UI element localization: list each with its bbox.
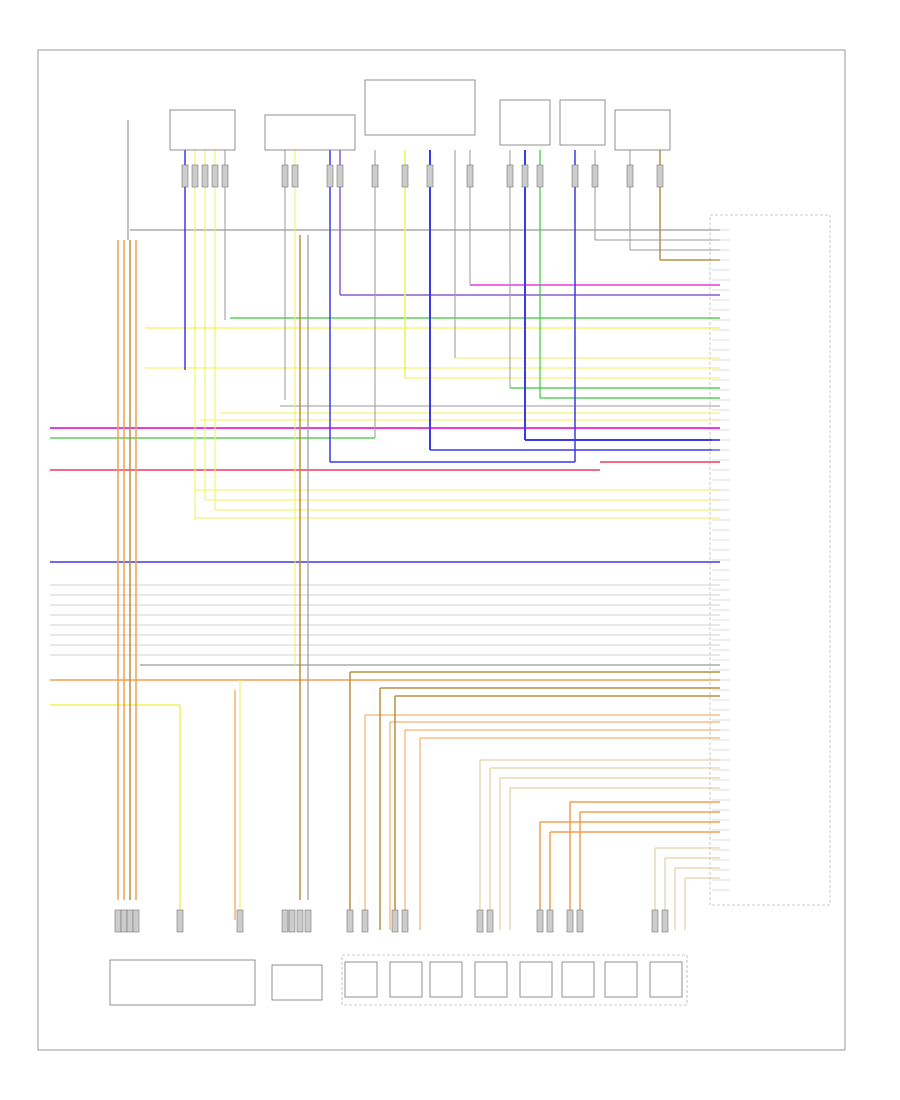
connector-pin: [591, 164, 599, 188]
connector-pin: [281, 909, 289, 933]
frame: [37, 49, 846, 1051]
connector-pin: [466, 164, 474, 188]
component: [169, 109, 236, 151]
component: [364, 79, 476, 136]
connector-pin: [201, 164, 209, 188]
injector: [474, 961, 508, 998]
connector-pin: [281, 164, 289, 188]
connector-pin: [336, 164, 344, 188]
component: [264, 114, 356, 151]
component: [499, 99, 551, 146]
connector-pin: [566, 909, 574, 933]
connector-pin: [176, 909, 184, 933]
component: [559, 99, 606, 146]
connector-pin: [326, 164, 334, 188]
component: [109, 959, 256, 1006]
connector-pin: [521, 164, 529, 188]
connector-pin: [656, 164, 664, 188]
connector-pin: [346, 909, 354, 933]
injector: [344, 961, 378, 998]
connector-pin: [126, 909, 134, 933]
component: [271, 964, 323, 1001]
injector: [429, 961, 463, 998]
connector-pin: [571, 164, 579, 188]
connector-pin: [120, 909, 128, 933]
connector-pin: [546, 909, 554, 933]
connector-pin: [211, 164, 219, 188]
connector-pin: [291, 164, 299, 188]
component: [614, 109, 671, 151]
connector-pin: [486, 909, 494, 933]
connector-pin: [476, 909, 484, 933]
connector-pin: [401, 164, 409, 188]
connector-pin: [626, 164, 634, 188]
connector-pin: [506, 164, 514, 188]
module-outline: [709, 214, 831, 906]
connector-pin: [576, 909, 584, 933]
connector-pin: [651, 909, 659, 933]
injector: [604, 961, 638, 998]
connector-pin: [536, 164, 544, 188]
connector-pin: [426, 164, 434, 188]
injector: [561, 961, 595, 998]
connector-pin: [288, 909, 296, 933]
injector: [519, 961, 553, 998]
connector-pin: [304, 909, 312, 933]
connector-pin: [361, 909, 369, 933]
connector-pin: [191, 164, 199, 188]
connector-pin: [401, 909, 409, 933]
component: [341, 954, 688, 1006]
connector-pin: [296, 909, 304, 933]
connector-pin: [181, 164, 189, 188]
connector-pin: [236, 909, 244, 933]
connector-pin: [221, 164, 229, 188]
injector: [649, 961, 683, 998]
connector-pin: [114, 909, 122, 933]
connector-pin: [371, 164, 379, 188]
connector-pin: [536, 909, 544, 933]
connector-pin: [132, 909, 140, 933]
connector-pin: [661, 909, 669, 933]
connector-pin: [391, 909, 399, 933]
injector: [389, 961, 423, 998]
